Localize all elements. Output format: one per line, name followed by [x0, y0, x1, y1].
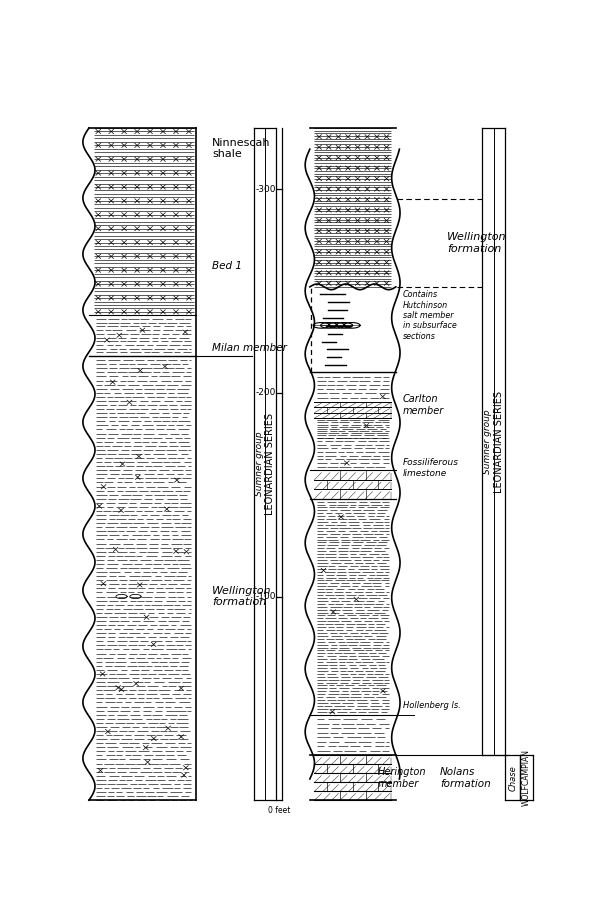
Text: Contains
Hutchinson
salt member
in subsurface
sections: Contains Hutchinson salt member in subsu… — [403, 290, 457, 341]
Text: -300: -300 — [256, 185, 276, 194]
Text: LEONARDIAN SERIES: LEONARDIAN SERIES — [494, 391, 505, 493]
Text: 0 feet: 0 feet — [268, 806, 291, 815]
Text: Bed 1: Bed 1 — [212, 262, 242, 271]
Text: LEONARDIAN SERIES: LEONARDIAN SERIES — [265, 414, 275, 515]
Text: Nolans
formation: Nolans formation — [440, 767, 491, 789]
Text: Chase: Chase — [508, 765, 517, 790]
Text: -200: -200 — [256, 389, 276, 397]
Text: Sumner group: Sumner group — [255, 432, 264, 496]
Text: Wellington
formation: Wellington formation — [212, 585, 272, 607]
Text: Sumner group: Sumner group — [483, 409, 492, 474]
Text: Herington
member: Herington member — [377, 767, 426, 789]
Text: Fossiliferous
limestone: Fossiliferous limestone — [403, 459, 459, 478]
Text: -100: -100 — [256, 592, 276, 601]
Text: WOLFCAMPIAN: WOLFCAMPIAN — [522, 749, 531, 806]
Text: Hollenberg ls.: Hollenberg ls. — [403, 701, 461, 710]
Text: Milan member: Milan member — [212, 343, 287, 353]
Text: Ninnescah
shale: Ninnescah shale — [212, 138, 271, 159]
Text: Wellington
formation: Wellington formation — [447, 233, 506, 254]
Text: Carlton
member: Carlton member — [403, 394, 444, 415]
